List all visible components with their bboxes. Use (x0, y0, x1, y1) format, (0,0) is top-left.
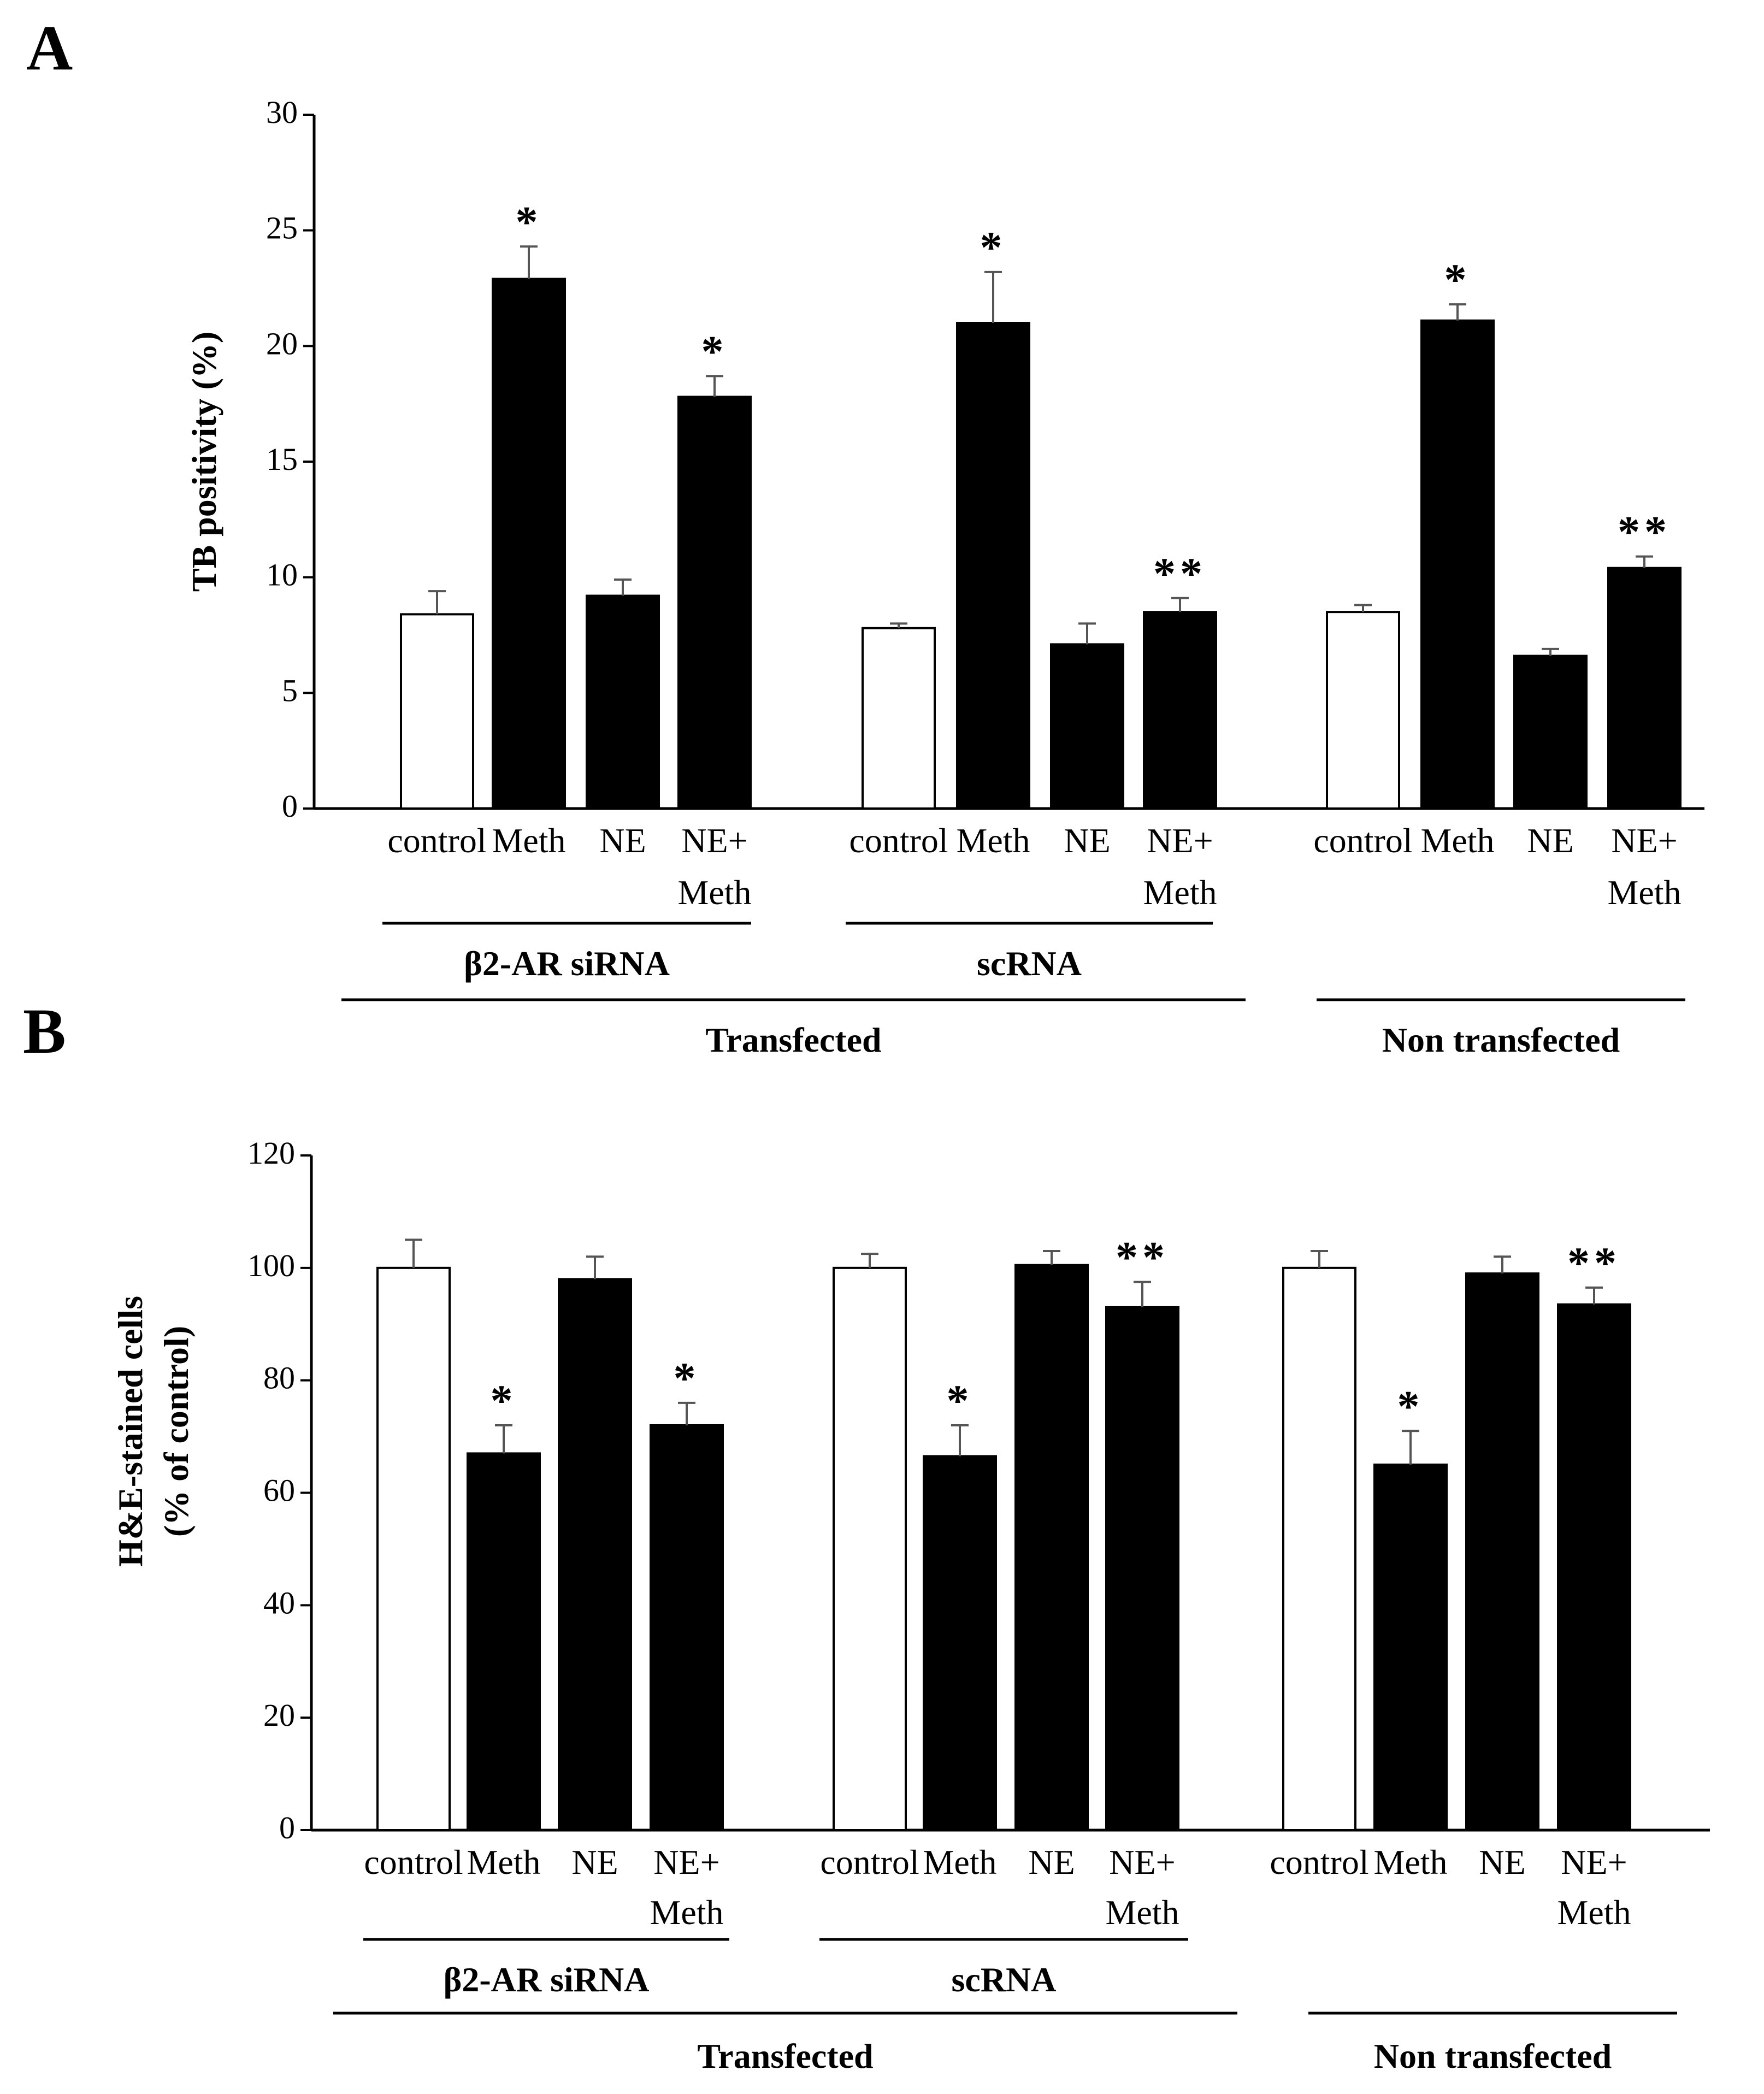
panel-a-y-tick-label: 30 (266, 95, 298, 130)
panel-a-bar (956, 322, 1030, 810)
panel-b-category-label: Meth (1373, 1843, 1447, 1881)
panel-b-category-label: Meth (1105, 1893, 1179, 1932)
panel-a-bar (1326, 611, 1400, 810)
panel-b-y-tick-label: 20 (263, 1697, 295, 1733)
panel-b-bar (1465, 1272, 1539, 1831)
panel-a-category-label: NE+ (681, 821, 747, 860)
panel-b-category-label: NE (1479, 1843, 1525, 1881)
panel-b-category-label: NE+ (1561, 1843, 1627, 1881)
panel-b-category-label: Meth (467, 1843, 540, 1881)
panel-a-label: A (26, 12, 73, 84)
panel-b-bar (833, 1266, 907, 1831)
panel-b-significance-mark: * (674, 1353, 700, 1403)
panel-b-y-tick-label: 40 (263, 1585, 295, 1620)
panel-a-y-tick-label: 15 (266, 441, 298, 477)
panel-b-category-label: Meth (650, 1893, 723, 1932)
panel-b-significance-mark: ** (1116, 1232, 1169, 1282)
panel-a-significance-mark: * (701, 326, 728, 376)
panel-a-y-tick-label: 10 (266, 557, 298, 593)
panel-b-category-label: control (1270, 1843, 1368, 1881)
panel-b-category-label: control (364, 1843, 463, 1881)
panel-a-category-label: Meth (1607, 873, 1681, 912)
panel-a-category-label: control (1313, 821, 1412, 860)
panel-a-bar (1607, 567, 1682, 810)
panel-a-category-label: control (849, 821, 948, 860)
panel-b-subgroup-label: scRNA (952, 1960, 1057, 1999)
panel-a-y-tick-label: 25 (266, 210, 298, 246)
panel-b-bar (1105, 1306, 1179, 1831)
panel-a-significance-mark: ** (1153, 548, 1207, 598)
panel-a-significance-mark: * (980, 222, 1007, 272)
panel-b-y-tick-label: 60 (263, 1473, 295, 1508)
panel-b-bar (467, 1452, 541, 1831)
panel-b-bar (1014, 1264, 1089, 1831)
panel-b-significance-mark: * (1397, 1381, 1424, 1431)
panel-a-y-tick-label: 0 (282, 788, 298, 824)
panel-b-bar (923, 1455, 997, 1832)
panel-a-bar (586, 594, 660, 810)
panel-b-category-label: NE+ (653, 1843, 719, 1881)
panel-a-category-label: control (387, 821, 486, 860)
panel-a-category-label: Meth (492, 821, 565, 860)
panel-a-category-label: Meth (956, 821, 1030, 860)
panel-b-y-tick-label: 0 (279, 1810, 295, 1845)
panel-b-supergroup-label: Transfected (697, 2037, 873, 2075)
panel-a-category-label: NE (1064, 821, 1110, 860)
panel-a-bar (492, 278, 566, 810)
panel-a-category-label: Meth (1143, 873, 1217, 912)
panel-a-bar (400, 613, 474, 810)
panel-a-category-label: NE (1527, 821, 1573, 860)
panel-a-subgroup-label: β2-AR siRNA (464, 944, 670, 983)
panel-b-significance-mark: * (947, 1376, 974, 1425)
panel-a-category-label: Meth (677, 873, 751, 912)
panel-b-y-tick-label: 100 (247, 1248, 295, 1283)
panel-b-bar (1557, 1303, 1631, 1832)
panel-b-significance-mark: ** (1567, 1238, 1621, 1288)
panel-a-significance-mark: ** (1618, 507, 1671, 557)
panel-b-significance-mark: * (491, 1376, 517, 1425)
panel-a-bar (862, 627, 936, 810)
panel-a-bar (1143, 611, 1217, 810)
panel-b-bar (376, 1266, 451, 1831)
panel-a-bar (677, 396, 752, 810)
panel-a-y-tick-label: 5 (282, 673, 298, 708)
panel-b-category-label: NE (1028, 1843, 1075, 1881)
panel-a-significance-mark: * (516, 197, 542, 246)
panel-b-y-tick-label: 120 (247, 1135, 295, 1171)
panel-a-category-label: Meth (1420, 821, 1494, 860)
panel-b-bar (1282, 1266, 1356, 1831)
panel-a-y-axis-label: TB positivity (%) (185, 332, 223, 592)
panel-b-category-label: Meth (923, 1843, 996, 1881)
panel-a-category-label: NE+ (1147, 821, 1213, 860)
panel-b-bar (1373, 1464, 1448, 1832)
panel-b-supergroup-label: Non transfected (1374, 2037, 1612, 2075)
panel-a-supergroup-label: Non transfected (1382, 1021, 1620, 1059)
panel-a-subgroup-label: scRNA (977, 944, 1082, 983)
panel-b-subgroup-label: β2-AR siRNA (444, 1960, 650, 1999)
panel-a-category-label: NE (599, 821, 646, 860)
panel-a-bar (1420, 319, 1495, 810)
panel-b-category-label: NE+ (1109, 1843, 1175, 1881)
panel-b-bar (558, 1278, 632, 1832)
panel-b-y-axis-label: H&E-stained cells (% of control) (111, 1296, 196, 1567)
panel-b-category-label: NE (571, 1843, 618, 1881)
panel-a-bar (1513, 654, 1588, 810)
panel-b-bar (650, 1424, 724, 1831)
panel-b-category-label: Meth (1557, 1893, 1631, 1932)
panel-b-category-label: control (820, 1843, 919, 1881)
panel-b-label: B (23, 995, 66, 1067)
panel-b-y-tick-label: 80 (263, 1360, 295, 1396)
panel-a-supergroup-label: Transfected (705, 1021, 881, 1059)
panel-a-y-tick-label: 20 (266, 326, 298, 361)
panel-a-category-label: NE+ (1611, 821, 1677, 860)
panel-a-significance-mark: * (1444, 255, 1471, 304)
panel-a-bar (1050, 643, 1124, 810)
